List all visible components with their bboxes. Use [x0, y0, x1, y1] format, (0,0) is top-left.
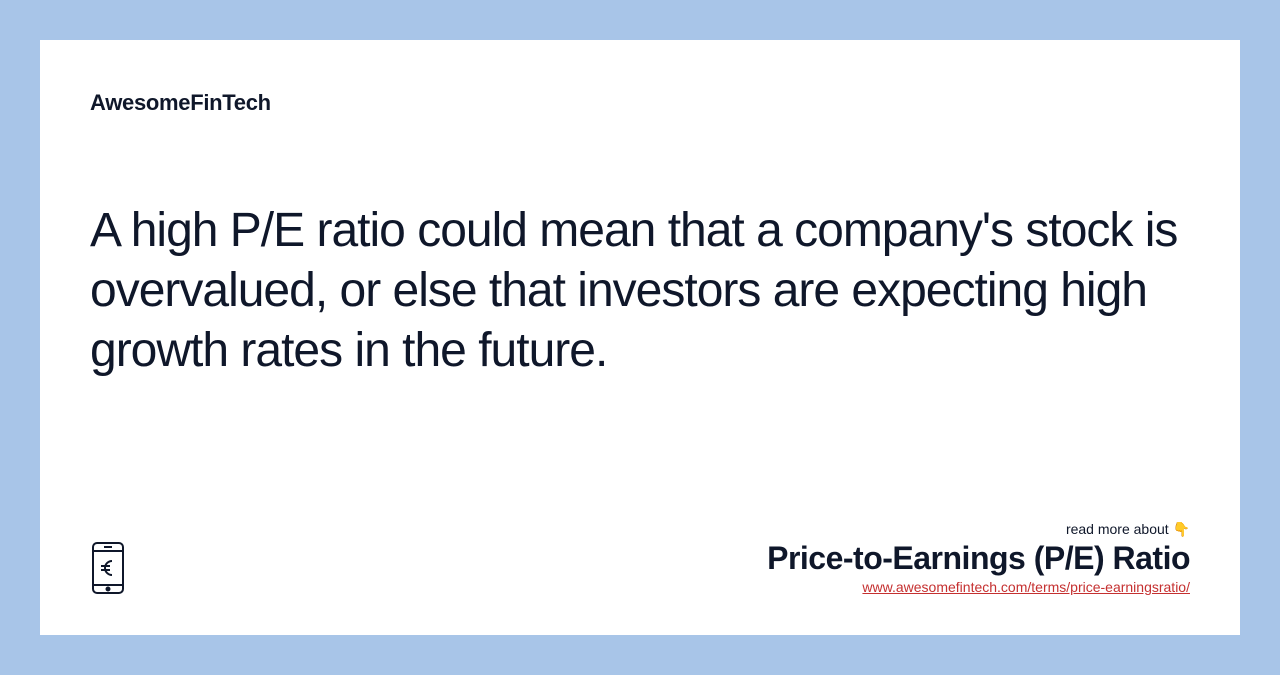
footer-info: read more about 👇 Price-to-Earnings (P/E… — [767, 521, 1190, 595]
brand-name: AwesomeFinTech — [90, 90, 1190, 116]
read-more-label: read more about 👇 — [1066, 521, 1190, 538]
card-footer: read more about 👇 Price-to-Earnings (P/E… — [90, 521, 1190, 595]
info-card: AwesomeFinTech A high P/E ratio could me… — [40, 40, 1240, 635]
main-description: A high P/E ratio could mean that a compa… — [90, 201, 1190, 381]
phone-euro-icon — [90, 541, 126, 595]
icon-container — [90, 541, 126, 595]
source-url-link[interactable]: www.awesomefintech.com/terms/price-earni… — [862, 579, 1190, 595]
term-title: Price-to-Earnings (P/E) Ratio — [767, 540, 1190, 577]
